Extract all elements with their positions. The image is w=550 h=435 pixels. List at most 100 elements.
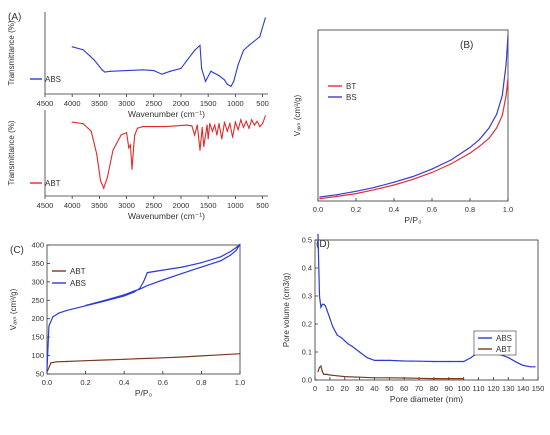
panel-b-point-bt: [431, 171, 433, 174]
panel-d-point-abt: [359, 376, 361, 378]
panel-a-x-tick-label: 1500: [200, 201, 217, 210]
panel-c-x-tick-label: 0.8: [196, 378, 206, 387]
panel-b-point-bt: [469, 152, 471, 154]
panel-a-x-tick-label: 3500: [91, 201, 108, 210]
panel-a-point-abt: [82, 123, 84, 125]
panel-a-point-abt: [229, 123, 231, 125]
panel-a-point-abs: [242, 49, 245, 52]
panel-b-point-bt: [336, 195, 338, 198]
panel-a-point-abs: [264, 17, 266, 19]
panel-d-x-tick-label: 130: [502, 384, 515, 393]
panel-d-point-abs: [448, 360, 450, 363]
panel-d-point-abs: [324, 305, 327, 307]
panel-a-point-abs: [226, 83, 228, 85]
panel-a-point-abs: [109, 70, 111, 72]
panel-b-frame: [317, 29, 509, 202]
panel-a-point-abs: [199, 44, 201, 46]
panel-a-x-tick-label: 2000: [173, 99, 190, 108]
panel-d-x-tick-label: 10: [326, 384, 334, 393]
panel-d-point-abs: [534, 366, 536, 368]
panel-c-point-abt: [104, 359, 106, 361]
panel-b-point-bt: [507, 77, 509, 80]
panel-d-point-abs: [373, 359, 376, 361]
panel-b-point-bs: [505, 63, 507, 65]
panel-b-x-tick-label: 0.8: [465, 205, 475, 214]
panel-d-point-abs: [359, 351, 361, 353]
panel-d-legend-label: ABS: [496, 334, 512, 343]
panel-b-point-bs: [496, 113, 498, 115]
panel-d-x-tick-label: 110: [473, 384, 485, 393]
panel-a-point-abt: [106, 176, 109, 178]
panel-a-x-tick-label: 4000: [64, 201, 81, 210]
panel-c-point-abt: [181, 356, 183, 358]
panel-d-point-abs: [403, 360, 405, 362]
panel-c-frame: [46, 244, 241, 375]
panel-d-point-abt: [418, 377, 420, 379]
panel-d-y-tick-label: 0.0: [302, 376, 312, 385]
panel-c-point-abs: [104, 299, 106, 301]
panel-c-x-tick-label: 0.6: [158, 378, 168, 387]
panel-a-point-abs: [201, 67, 203, 69]
panel-d-point-abt: [336, 375, 338, 377]
panel-a-point-abt: [191, 125, 193, 127]
panel-a-point-abs: [82, 49, 84, 51]
panel-d-x-tick-label: 40: [370, 384, 378, 393]
panel-d-point-abs: [463, 360, 465, 363]
panel-b-point-bs: [450, 159, 452, 161]
panel-a-point-abt: [221, 138, 223, 140]
panel-a-point-abt: [103, 187, 105, 189]
panel-c-point-abt: [50, 362, 52, 364]
panel-a-point-abs: [71, 46, 73, 48]
panel-d-point-abt: [323, 373, 325, 375]
panel-d-point-abt: [320, 365, 322, 367]
panel-a-point-abs: [213, 72, 215, 74]
panel-a-series-abs: [72, 17, 266, 88]
panel-c-point-abt: [239, 353, 241, 355]
panel-a-point-abt: [232, 136, 234, 138]
panel-a-point-abs: [180, 67, 182, 69]
panel-a-x-tick-label: 2000: [173, 201, 190, 210]
panel-d-frame: [314, 239, 539, 381]
panel-b-point-bt: [496, 127, 498, 129]
panel-d-x-tick-label: 80: [430, 384, 438, 393]
panel-b-point-bt: [355, 192, 357, 195]
panel-c-point-abs: [85, 304, 87, 307]
panel-d-x-tick-label: 60: [400, 384, 408, 393]
panel-c-point-abs: [142, 281, 145, 283]
panel-a-x-tick-label: 3000: [118, 201, 135, 210]
panel-d-y-tick-label: 0.5: [302, 236, 312, 245]
panel-d-y-tick-label: 0.4: [302, 264, 312, 273]
panel-d-x-tick-label: 70: [415, 384, 423, 393]
panel-a-x-tick-label: 4000: [64, 99, 81, 108]
panel-d-point-abs: [336, 334, 338, 336]
panel-d-point-abt: [373, 377, 376, 379]
panel-c-x-tick-label: 0.2: [80, 378, 90, 387]
panel-d-point-abt: [388, 377, 390, 379]
panel-c-y-tick-label: 150: [31, 333, 44, 342]
panel-a-point-abt: [253, 124, 256, 126]
panel-a-point-abs: [142, 69, 144, 71]
panel-c-point-abt: [200, 355, 202, 357]
panel-d-point-abt: [433, 378, 435, 380]
panel-a-point-abt: [136, 127, 139, 129]
panel-a-x-tick-label: 4500: [37, 201, 54, 210]
panel-a-x-tick-label: 4500: [37, 99, 54, 108]
panel-c-point-abs: [200, 266, 202, 268]
panel-c-point-abs: [52, 316, 54, 318]
panel-c-y-tick-label: 50: [36, 370, 44, 379]
panel-d-point-abs: [323, 303, 325, 305]
panel-b-point-bs: [319, 196, 321, 198]
panel-a-point-abt: [164, 126, 166, 128]
panel-d-point-abs: [326, 309, 328, 311]
panel-a-point-abt: [211, 130, 214, 132]
panel-a-point-abt: [242, 126, 245, 128]
panel-c-point-abs: [181, 266, 183, 268]
panel-d-point-abs: [351, 345, 353, 347]
panel-c-point-abs: [123, 295, 125, 297]
panel-c-ylabel: Vₐₓₛ (cm³/g): [9, 288, 18, 330]
panel-c-point-abs: [123, 294, 125, 296]
panel-a-legend-label: ABT: [45, 179, 61, 188]
panel-b-label: (B): [460, 40, 473, 51]
panel-c-y-tick-label: 200: [31, 314, 44, 323]
